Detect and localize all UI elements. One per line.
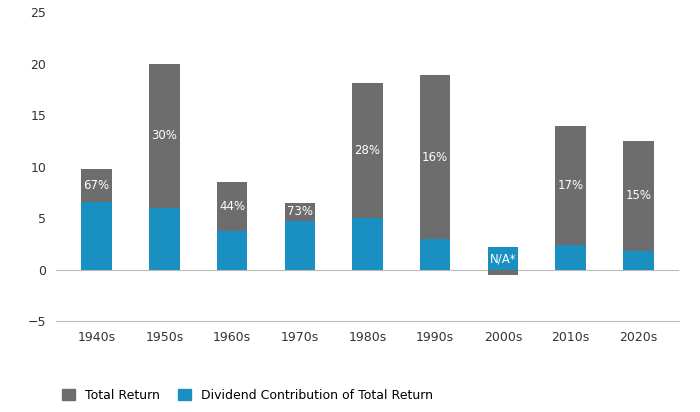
Bar <box>555 126 586 270</box>
Bar <box>352 83 383 270</box>
Text: 16%: 16% <box>422 150 448 164</box>
Bar <box>81 202 112 270</box>
Text: 28%: 28% <box>354 144 381 157</box>
Bar <box>352 218 383 270</box>
Text: N/A*: N/A* <box>489 252 516 265</box>
Text: 44%: 44% <box>219 200 245 213</box>
Text: 67%: 67% <box>83 179 110 192</box>
Bar <box>149 208 180 270</box>
Legend: Total Return, Dividend Contribution of Total Return: Total Return, Dividend Contribution of T… <box>62 389 433 402</box>
Bar <box>217 182 247 270</box>
Bar <box>217 231 247 270</box>
Text: 15%: 15% <box>625 190 652 202</box>
Text: 73%: 73% <box>287 206 313 218</box>
Bar <box>555 245 586 270</box>
Bar <box>488 270 518 275</box>
Text: 30%: 30% <box>151 129 177 143</box>
Bar <box>284 221 315 270</box>
Bar <box>623 250 654 270</box>
Bar <box>284 203 315 270</box>
Text: 17%: 17% <box>558 179 584 192</box>
Bar <box>420 239 451 270</box>
Bar <box>81 169 112 270</box>
Bar <box>623 141 654 270</box>
Bar <box>149 64 180 270</box>
Bar <box>488 247 518 270</box>
Bar <box>420 75 451 270</box>
